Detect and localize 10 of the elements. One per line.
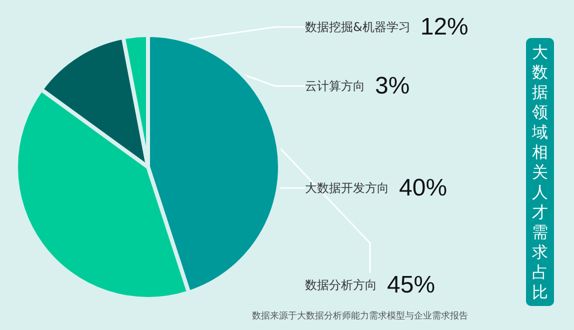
data-label: 45% — [387, 272, 436, 298]
slice-label: 云计算方向 — [305, 79, 365, 93]
data-label: 3% — [375, 72, 410, 100]
slice-label: 数据分析方向 — [305, 278, 377, 292]
slice-label: 数据挖掘&机器学习 — [305, 20, 410, 34]
text: 数据来源于大数据分析师能力需求模型与企业需求报告 — [252, 310, 468, 322]
chart-title: 大数据领域相关人才需求占比 — [532, 42, 548, 302]
data-label: 40% — [399, 174, 448, 202]
data-label: 12% — [420, 14, 468, 40]
slice-label: 大数据开发方向 — [305, 181, 389, 195]
